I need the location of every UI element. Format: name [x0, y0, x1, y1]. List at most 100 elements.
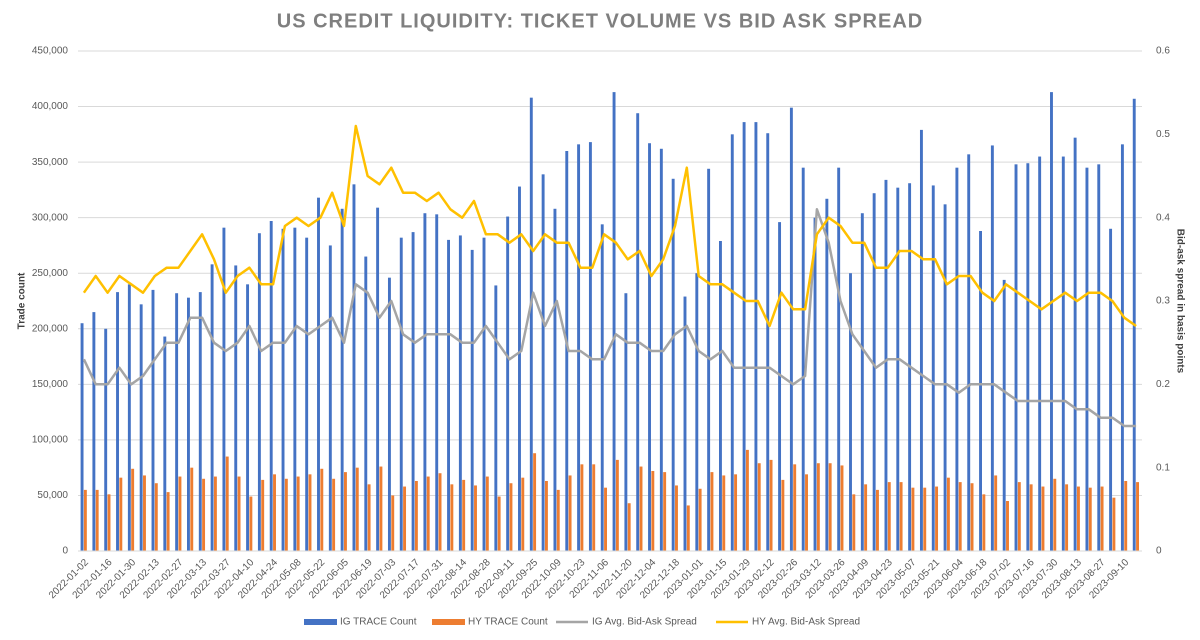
bar	[190, 467, 194, 551]
bar	[411, 232, 415, 551]
y2-tick-label: 0.4	[1156, 212, 1170, 223]
y-tick-label: 400,000	[32, 101, 69, 112]
bar	[864, 484, 868, 551]
bar	[92, 312, 96, 551]
bar	[352, 184, 356, 552]
y-tick-label: 100,000	[32, 435, 69, 446]
bar	[742, 122, 746, 551]
bar	[166, 492, 170, 551]
bar	[686, 505, 690, 551]
y2-tick-label: 0.1	[1156, 462, 1170, 473]
y2-tick-label: 0.5	[1156, 129, 1170, 140]
bar	[273, 474, 276, 551]
bar	[695, 273, 699, 551]
bar	[580, 464, 584, 551]
bar	[213, 476, 217, 551]
bar	[636, 113, 640, 551]
bar	[615, 459, 619, 551]
bar	[627, 503, 631, 551]
bar	[187, 297, 190, 551]
y-tick-label: 250,000	[32, 268, 69, 279]
bar	[1100, 486, 1104, 551]
bar	[734, 474, 738, 551]
bar	[127, 284, 131, 551]
bar	[202, 478, 206, 551]
y2-tick-label: 0.3	[1156, 296, 1170, 307]
bar	[284, 478, 288, 551]
legend-label: IG TRACE Count	[340, 617, 417, 628]
bar	[837, 167, 841, 551]
bar	[80, 323, 84, 551]
bar	[565, 151, 569, 551]
bar	[970, 483, 974, 551]
bar	[529, 97, 533, 552]
bar	[801, 167, 805, 551]
bar	[884, 179, 888, 551]
bar	[320, 468, 324, 551]
bar	[876, 489, 879, 551]
bar	[887, 482, 891, 551]
bar	[624, 293, 628, 551]
bar	[399, 237, 403, 551]
bar	[825, 198, 829, 551]
bar	[497, 496, 501, 551]
bar	[852, 494, 856, 551]
y2-axis-title: Bid-ask spread in basis points	[1174, 229, 1185, 374]
bar	[154, 483, 158, 551]
line	[82, 208, 1137, 428]
bar	[210, 264, 214, 551]
bar	[707, 168, 711, 551]
bar	[1085, 167, 1089, 551]
bar	[450, 484, 454, 551]
bar	[107, 494, 111, 551]
bar	[663, 472, 667, 551]
bar	[639, 466, 643, 551]
bar	[789, 107, 793, 552]
bar	[261, 479, 265, 551]
bar	[805, 474, 808, 551]
bar	[225, 456, 229, 551]
y-tick-label: 200,000	[32, 323, 69, 334]
bar	[293, 227, 297, 551]
bar	[391, 495, 395, 551]
y2-tick-label: 0.6	[1156, 46, 1170, 57]
bar	[1073, 137, 1077, 551]
bar	[328, 245, 332, 551]
bar	[955, 167, 959, 551]
bar	[754, 122, 758, 551]
bar	[872, 193, 876, 551]
bar	[994, 475, 998, 551]
bar	[1112, 497, 1116, 551]
bar	[896, 187, 900, 551]
bar	[376, 207, 380, 551]
bar	[683, 296, 687, 551]
bar	[1038, 156, 1042, 552]
bar	[899, 482, 903, 551]
bar	[778, 222, 782, 551]
bar	[379, 466, 383, 551]
bar	[403, 486, 407, 551]
legend-label: IG Avg. Bid-Ask Spread	[592, 617, 697, 628]
bar	[387, 277, 391, 551]
bar	[1041, 486, 1045, 551]
bar	[745, 449, 749, 551]
y-tick-label: 50,000	[37, 490, 68, 501]
bar	[367, 484, 371, 551]
bar	[458, 235, 462, 551]
bar	[840, 465, 844, 551]
bar	[175, 293, 179, 551]
bar	[813, 217, 817, 551]
bar	[506, 216, 510, 552]
bar	[151, 289, 155, 551]
bar	[139, 304, 143, 551]
bar	[675, 485, 678, 551]
bar	[935, 486, 939, 551]
bar	[485, 476, 489, 551]
bar	[719, 241, 722, 551]
bar	[281, 228, 285, 551]
bar	[931, 185, 935, 551]
bar	[518, 186, 521, 552]
bar	[1053, 478, 1057, 551]
bar	[462, 479, 466, 551]
bar	[482, 237, 486, 551]
